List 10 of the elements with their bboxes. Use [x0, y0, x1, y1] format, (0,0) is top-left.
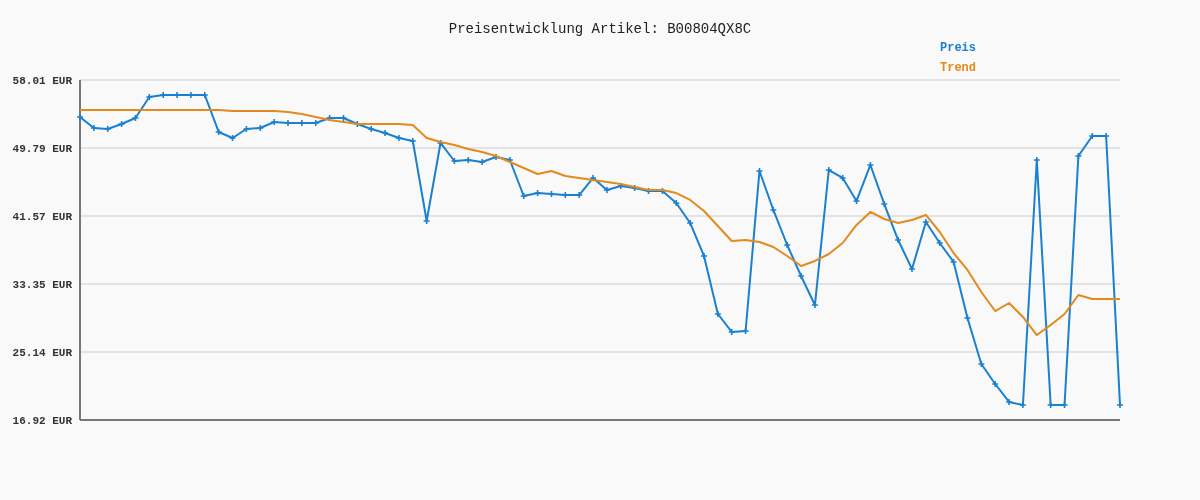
text: Preis	[940, 41, 977, 55]
y-tick-label: 58.01 EUR	[12, 75, 73, 87]
y-tick-label: 33.35 EUR	[12, 279, 73, 292]
y-tick-label: 41.57 EUR	[12, 211, 73, 224]
chart-title: Preisentwicklung Artikel: B00804QX8C	[448, 21, 752, 37]
y-tick-label: 16.92 EUR	[12, 415, 73, 427]
y-tick-label: 25.14 EUR	[12, 346, 73, 359]
line-series	[79, 109, 1121, 337]
text: Trend	[940, 61, 977, 75]
y-tick-label: 49.79 EUR	[12, 143, 73, 156]
